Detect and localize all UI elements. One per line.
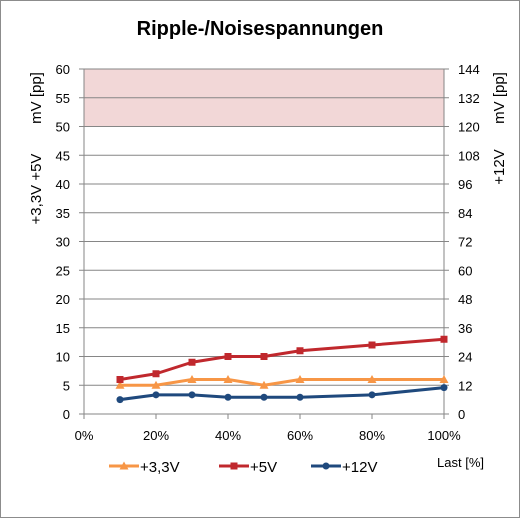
legend-label: +5V (250, 459, 277, 476)
y-tick-right-label: 72 (458, 235, 472, 250)
y-tick-left-label: 0 (63, 407, 70, 422)
data-point-12v (188, 391, 196, 399)
legend-marker-0 (119, 461, 129, 470)
y-tick-right-label: 120 (458, 120, 480, 135)
y-tick-right-label: 144 (458, 62, 480, 77)
data-point-33v (295, 375, 305, 383)
x-tick-label: 40% (215, 428, 241, 443)
data-point-33v (187, 375, 197, 383)
y-tick-right-label: 132 (458, 91, 480, 106)
data-point-5v (440, 335, 448, 343)
y-tick-right-label: 96 (458, 177, 472, 192)
x-tick-label: 80% (359, 428, 385, 443)
legend-label: +12V (342, 459, 377, 476)
data-point-33v (223, 375, 233, 383)
y-tick-left-label: 10 (56, 350, 70, 365)
data-point-5v (188, 358, 196, 366)
y-tick-left-label: 60 (56, 62, 70, 77)
y-tick-left-label: 20 (56, 292, 70, 307)
y-tick-left-label: 5 (63, 378, 70, 393)
y-tick-right-label: 48 (458, 292, 472, 307)
y-tick-right-label: 0 (458, 407, 465, 422)
x-tick-label: 60% (287, 428, 313, 443)
data-point-12v (116, 396, 124, 404)
x-tick-label: 20% (143, 428, 169, 443)
legend-label: +3,3V (140, 459, 180, 476)
series-line-12v (119, 386, 445, 402)
x-axis-title: Last [%] (437, 455, 484, 470)
y-tick-left-label: 40 (56, 177, 70, 192)
data-point-33v (151, 380, 161, 389)
data-point-5v (296, 347, 304, 355)
y-tick-left-label: 30 (56, 235, 70, 250)
x-tick-label: 0% (75, 428, 94, 443)
y-tick-right-label: 24 (458, 350, 472, 365)
y-tick-right-label: 108 (458, 148, 480, 163)
y-axis-right-title-rail: +12V (491, 149, 508, 184)
y-tick-left-label: 55 (56, 91, 70, 106)
data-point-12v (440, 384, 448, 392)
data-point-12v (260, 393, 268, 401)
data-point-5v (224, 353, 232, 360)
data-point-5v (152, 370, 160, 378)
y-tick-right-label: 36 (458, 321, 472, 336)
y-tick-left-label: 25 (56, 263, 70, 278)
chart-title: Ripple-/Noisespannungen (137, 18, 384, 40)
series-line-33v (120, 378, 444, 387)
y-tick-left-label: 15 (56, 321, 70, 336)
x-tick-label: 100% (427, 428, 461, 443)
series-line-5v (119, 337, 445, 381)
y-tick-right-label: 12 (458, 378, 472, 393)
y-tick-left-label: 35 (56, 206, 70, 221)
y-tick-left-label: 45 (56, 148, 70, 163)
data-point-33v (259, 380, 269, 389)
data-point-5v (368, 341, 376, 349)
y-tick-right-label: 60 (458, 263, 472, 278)
data-point-12v (368, 391, 376, 399)
data-point-12v (296, 393, 304, 401)
data-point-12v (224, 393, 232, 401)
data-point-33v (367, 375, 377, 383)
legend-marker-2 (322, 462, 330, 470)
y-tick-right-label: 84 (458, 206, 472, 221)
data-point-12v (152, 391, 160, 399)
data-point-5v (116, 376, 124, 383)
y-axis-right-title-unit: mV [pp] (491, 72, 508, 124)
y-axis-left-title-rails: +3,3V +5V (28, 154, 45, 225)
data-point-33v (439, 375, 449, 383)
y-axis-left-title-unit: mV [pp] (28, 72, 45, 124)
data-point-33v (115, 380, 125, 389)
y-tick-left-label: 50 (56, 120, 70, 135)
legend-marker-1 (230, 462, 238, 470)
data-point-5v (260, 353, 268, 360)
